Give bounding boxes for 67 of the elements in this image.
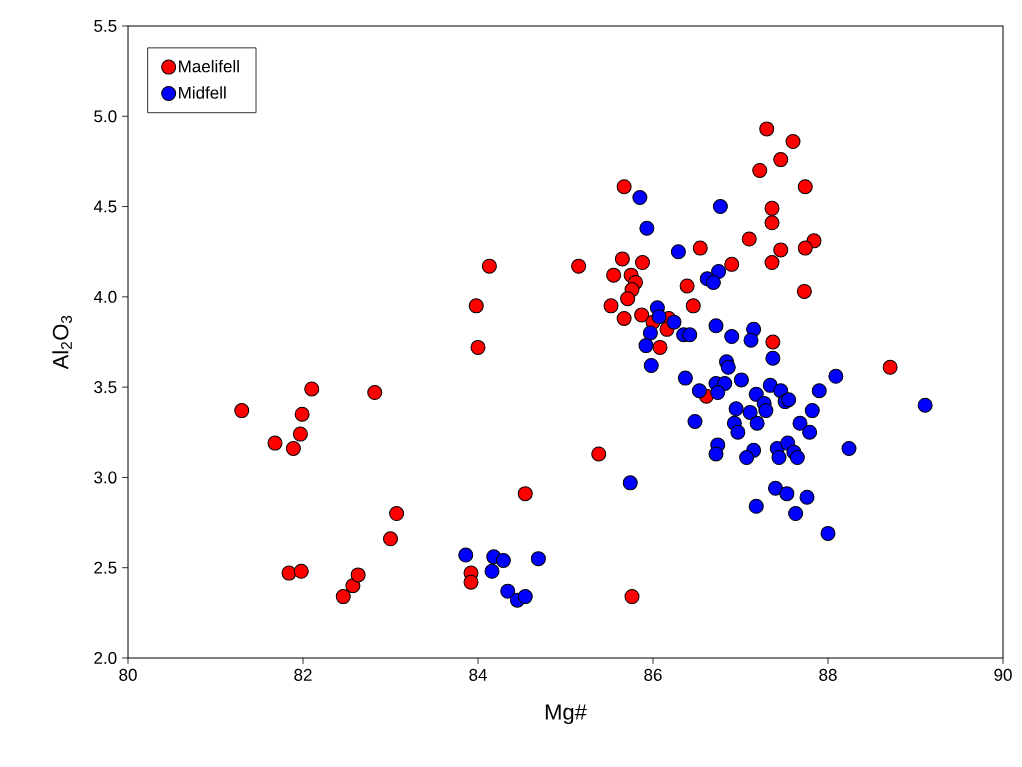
point bbox=[679, 278, 695, 294]
point bbox=[765, 334, 781, 350]
y-tick-label: 3.5 bbox=[94, 381, 117, 394]
point bbox=[616, 179, 632, 195]
point bbox=[571, 258, 587, 274]
point bbox=[796, 283, 812, 299]
point bbox=[294, 406, 310, 422]
point bbox=[797, 240, 813, 256]
point bbox=[367, 385, 383, 401]
y-tick-label: 5.5 bbox=[94, 20, 117, 32]
x-tick-label: 80 bbox=[119, 668, 137, 681]
point bbox=[797, 179, 813, 195]
y-axis-title: Al$_{2}$O$_{3}$ bbox=[52, 315, 72, 370]
point bbox=[383, 531, 399, 547]
x-tick-label: 84 bbox=[469, 668, 487, 681]
point bbox=[882, 359, 898, 375]
x-tick-label: 86 bbox=[644, 668, 662, 681]
point bbox=[620, 291, 636, 307]
point bbox=[606, 267, 622, 283]
legend-label: Maelifell bbox=[179, 59, 239, 73]
point bbox=[234, 403, 250, 419]
point bbox=[752, 162, 768, 178]
point bbox=[759, 121, 775, 137]
point bbox=[764, 255, 780, 271]
y-tick-label: 4.5 bbox=[93, 200, 117, 213]
y-tick-label: 4.0 bbox=[93, 290, 117, 303]
point bbox=[481, 258, 497, 274]
point bbox=[335, 589, 351, 605]
point bbox=[304, 381, 320, 397]
x-axis-title: Mg# bbox=[545, 704, 587, 725]
point bbox=[624, 589, 640, 605]
y-tick-label: 2.5 bbox=[94, 561, 117, 574]
point bbox=[616, 311, 632, 327]
x-tick-label: 90 bbox=[994, 668, 1012, 681]
point bbox=[764, 215, 780, 231]
y-tick-label: 3.0 bbox=[94, 471, 117, 484]
point bbox=[463, 574, 479, 590]
point bbox=[292, 426, 308, 442]
point bbox=[468, 298, 484, 314]
point bbox=[741, 231, 757, 247]
point bbox=[634, 307, 650, 323]
x-tick-label: 82 bbox=[294, 668, 312, 681]
point bbox=[350, 567, 366, 583]
legend-label: Midfell bbox=[179, 86, 226, 99]
point bbox=[635, 255, 651, 271]
point bbox=[470, 339, 486, 355]
point bbox=[652, 339, 668, 355]
point bbox=[281, 565, 297, 581]
point bbox=[517, 486, 533, 502]
point bbox=[285, 441, 301, 457]
y-tick-label: 2.0 bbox=[94, 651, 117, 665]
point bbox=[773, 152, 789, 168]
point bbox=[685, 298, 701, 314]
point bbox=[692, 240, 708, 256]
point bbox=[764, 200, 780, 216]
x-tick-label: 88 bbox=[819, 668, 837, 681]
point bbox=[345, 578, 361, 594]
point bbox=[591, 446, 607, 462]
point bbox=[603, 298, 619, 314]
point bbox=[389, 506, 405, 522]
point bbox=[785, 134, 801, 150]
point bbox=[267, 435, 283, 451]
point bbox=[724, 256, 740, 272]
point bbox=[773, 242, 789, 258]
point bbox=[293, 563, 309, 579]
point bbox=[614, 251, 630, 267]
y-tick-label: 5.0 bbox=[94, 110, 117, 123]
